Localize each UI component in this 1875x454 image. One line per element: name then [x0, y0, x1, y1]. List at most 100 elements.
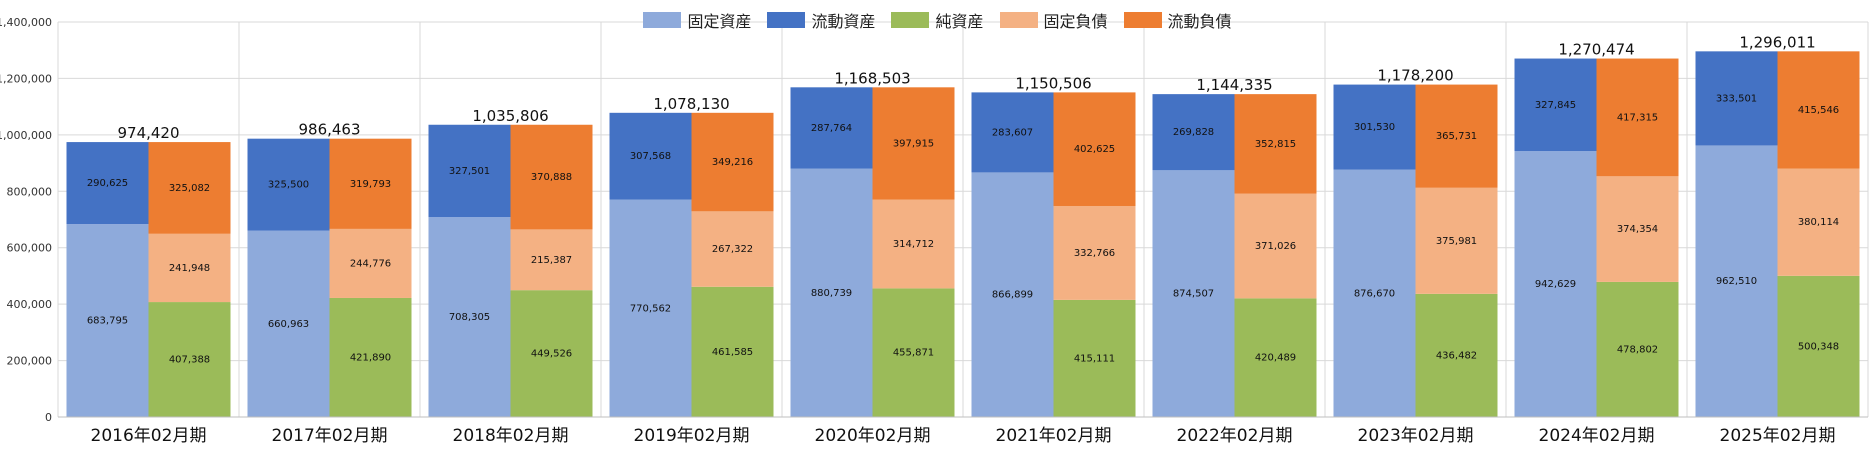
assets-bar-segment: [428, 124, 511, 218]
x-tick-label: 2018年02月期: [453, 426, 569, 446]
liabilities-data-label: 314,712: [893, 239, 934, 250]
liabilities-bar-segment: [1053, 92, 1136, 206]
liabilities-bar-segment: [329, 297, 412, 417]
liabilities-bar-segment: [872, 199, 955, 289]
liabilities-data-label: 325,082: [169, 183, 210, 194]
y-tick-label: 1,000,000: [0, 129, 52, 142]
legend-swatch-fixed-liabilities: [999, 12, 1038, 28]
liabilities-bar-segment: [1053, 299, 1136, 417]
assets-data-label: 283,607: [992, 127, 1033, 138]
assets-data-label: 301,530: [1354, 122, 1395, 133]
assets-bar-segment: [1695, 51, 1778, 146]
liabilities-data-label: 349,216: [712, 157, 753, 168]
liabilities-data-label: 402,625: [1074, 144, 1115, 155]
legend-item-net-assets: 純資産: [891, 8, 984, 32]
x-tick-label: 2024年02月期: [1539, 426, 1655, 446]
total-label: 986,463: [298, 121, 360, 139]
assets-bar-segment: [1152, 170, 1235, 417]
assets-data-label: 290,625: [87, 178, 128, 189]
liabilities-bar-segment: [872, 288, 955, 417]
legend-swatch-current-liabilities: [1123, 12, 1162, 28]
assets-bar-segment: [971, 172, 1054, 417]
liabilities-data-label: 407,388: [169, 355, 210, 366]
legend-swatch-fixed-assets: [643, 12, 682, 28]
legend-label-current-assets: 流動資産: [811, 12, 876, 31]
liabilities-bar-segment: [329, 138, 412, 229]
assets-bar-segment: [609, 199, 692, 417]
liabilities-bar-segment: [1777, 168, 1860, 276]
liabilities-data-label: 365,731: [1436, 131, 1477, 142]
liabilities-bar-segment: [691, 286, 774, 417]
liabilities-bar-segment: [1596, 281, 1679, 417]
liabilities-data-label: 421,890: [350, 352, 391, 363]
assets-bar-segment: [1514, 151, 1597, 418]
assets-data-label: 269,828: [1173, 127, 1214, 138]
liabilities-data-label: 455,871: [893, 348, 934, 359]
liabilities-data-label: 420,489: [1255, 353, 1296, 364]
legend-label-net-assets: 純資産: [935, 12, 984, 31]
assets-data-label: 307,568: [630, 151, 671, 162]
liabilities-data-label: 352,815: [1255, 139, 1296, 150]
assets-data-label: 325,500: [268, 180, 309, 191]
assets-bar-segment: [247, 230, 330, 417]
assets-data-label: 866,899: [992, 290, 1033, 301]
liabilities-bar-segment: [148, 302, 231, 417]
legend-item-fixed-assets: 固定資産: [643, 8, 751, 32]
liabilities-bar-segment: [691, 211, 774, 287]
total-label: 974,420: [117, 124, 179, 142]
x-tick-label: 2016年02月期: [91, 426, 207, 446]
assets-data-label: 942,629: [1535, 279, 1576, 290]
liabilities-bar-segment: [691, 112, 774, 212]
y-tick-label: 200,000: [7, 355, 53, 368]
total-label: 1,078,130: [653, 95, 729, 113]
liabilities-data-label: 371,026: [1255, 241, 1296, 252]
x-tick-label: 2020年02月期: [815, 426, 931, 446]
legend-item-current-assets: 流動資産: [767, 8, 875, 32]
legend-item-fixed-liabilities: 固定負債: [999, 8, 1108, 32]
total-label: 1,270,474: [1558, 41, 1634, 59]
liabilities-data-label: 415,111: [1074, 353, 1115, 364]
assets-data-label: 708,305: [449, 312, 490, 323]
liabilities-data-label: 375,981: [1436, 236, 1477, 247]
assets-bar-segment: [66, 142, 149, 225]
assets-bar-segment: [971, 92, 1054, 173]
liabilities-data-label: 380,114: [1798, 217, 1839, 228]
liabilities-bar-segment: [1234, 94, 1317, 194]
y-tick-label: 0: [45, 411, 52, 424]
assets-bar-segment: [609, 112, 692, 200]
liabilities-bar-segment: [510, 229, 593, 291]
liabilities-bar-segment: [1415, 84, 1498, 188]
assets-bar-segment: [1333, 84, 1416, 170]
liabilities-data-label: 415,546: [1798, 105, 1839, 116]
legend-swatch-current-assets: [767, 12, 806, 28]
liabilities-data-label: 500,348: [1798, 341, 1839, 352]
assets-data-label: 660,963: [268, 319, 309, 330]
total-label: 1,035,806: [472, 107, 548, 125]
assets-bar-segment: [247, 138, 330, 231]
liabilities-bar-segment: [148, 142, 231, 234]
assets-bar-segment: [790, 87, 873, 169]
liabilities-bar-segment: [1596, 58, 1679, 177]
legend-swatch-net-assets: [891, 12, 930, 28]
liabilities-bar-segment: [1415, 293, 1498, 417]
liabilities-data-label: 215,387: [531, 255, 572, 266]
x-tick-label: 2017年02月期: [272, 426, 388, 446]
liabilities-data-label: 417,315: [1617, 112, 1658, 123]
assets-data-label: 333,501: [1716, 93, 1757, 104]
liabilities-data-label: 267,322: [712, 244, 753, 255]
total-label: 1,296,011: [1739, 33, 1815, 51]
legend-item-current-liabilities: 流動負債: [1123, 8, 1232, 32]
liabilities-bar-segment: [1596, 176, 1679, 282]
y-tick-label: 800,000: [7, 185, 53, 198]
total-label: 1,150,506: [1015, 74, 1091, 92]
assets-data-label: 683,795: [87, 316, 128, 327]
liabilities-bar-segment: [148, 233, 231, 303]
liabilities-bar-segment: [1777, 51, 1860, 169]
assets-bar-segment: [1152, 94, 1235, 171]
assets-bar-segment: [790, 168, 873, 417]
liabilities-bar-segment: [1053, 205, 1136, 300]
liabilities-data-label: 332,766: [1074, 248, 1115, 259]
liabilities-bar-segment: [1234, 298, 1317, 417]
